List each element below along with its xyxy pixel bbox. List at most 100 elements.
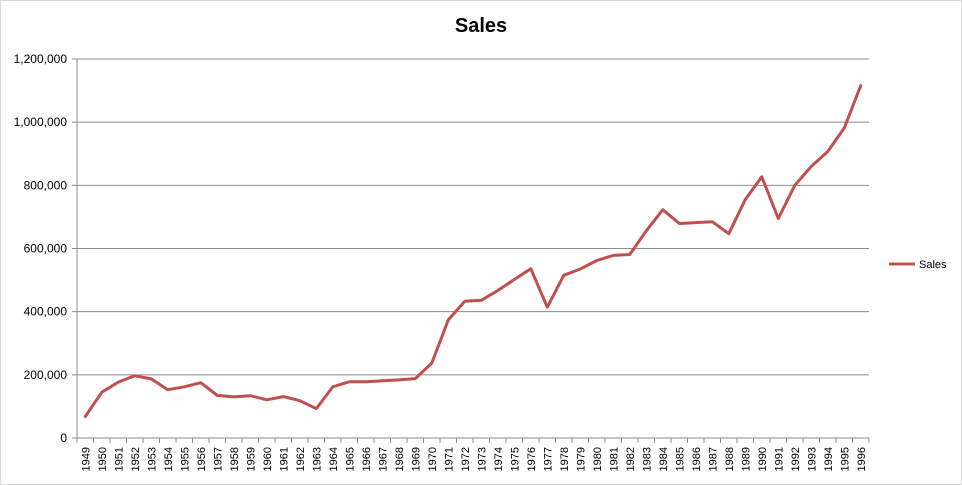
data-point [232, 395, 235, 398]
data-point [199, 381, 202, 384]
x-tick-label: 1987 [707, 447, 719, 471]
data-point [249, 394, 252, 397]
x-tick-label: 1986 [691, 447, 703, 471]
data-point [265, 398, 268, 401]
data-point [529, 267, 532, 270]
x-tick-label: 1979 [575, 447, 587, 471]
x-tick-label: 1958 [229, 447, 241, 471]
x-tick-label: 1971 [443, 447, 455, 471]
data-point [513, 278, 516, 281]
y-tick-label: 400,000 [24, 305, 68, 319]
x-tick-label: 1981 [608, 447, 620, 471]
data-point [760, 175, 763, 178]
data-point [496, 289, 499, 292]
data-point [678, 222, 681, 225]
data-point [562, 274, 565, 277]
data-point [628, 253, 631, 256]
x-tick-label: 1968 [394, 447, 406, 471]
y-tick-label: 0 [60, 431, 67, 445]
x-axis-ticks: 1949 1950 1951 1952 1953 1954 1955 1956 1957 1958… [80, 447, 868, 471]
data-point [843, 126, 846, 129]
x-tick-label: 1953 [146, 447, 158, 471]
data-point [463, 300, 466, 303]
x-tick-label: 1969 [410, 447, 422, 471]
x-tick-label: 1977 [542, 447, 554, 471]
data-point [694, 221, 697, 224]
legend: Sales [889, 259, 947, 271]
data-point [133, 374, 136, 377]
data-point [166, 388, 169, 391]
x-tick-label: 1996 [856, 447, 868, 471]
data-point [810, 165, 813, 168]
x-tick-label: 1992 [790, 447, 802, 471]
x-tick-label: 1980 [592, 447, 604, 471]
data-point [150, 377, 153, 380]
x-tick-label: 1966 [361, 447, 373, 471]
data-point [414, 377, 417, 380]
x-tick-label: 1978 [559, 447, 571, 471]
data-point [579, 268, 582, 271]
chart-title: Sales [454, 15, 508, 37]
gridlines [77, 58, 869, 376]
x-tick-label: 1951 [113, 447, 125, 471]
legend-label: Sales [919, 259, 947, 271]
data-point [84, 415, 87, 418]
x-tick-label: 1961 [278, 447, 290, 471]
data-point [859, 84, 862, 87]
y-axis-ticks: 0 200,000 400,000 600,000 800,000 1,000,000 1,… [14, 52, 68, 445]
data-point [793, 184, 796, 187]
data-point [282, 395, 285, 398]
x-tick-label: 1956 [196, 447, 208, 471]
x-tick-label: 1976 [526, 447, 538, 471]
y-tick-label: 600,000 [24, 242, 68, 256]
data-point [645, 229, 648, 232]
data-point [117, 381, 120, 384]
x-tick-label: 1972 [460, 447, 472, 471]
x-tick-label: 1982 [625, 447, 637, 471]
data-point [711, 220, 714, 223]
data-point [183, 385, 186, 388]
x-tick-label: 1952 [130, 447, 142, 471]
x-tick-label: 1990 [757, 447, 769, 471]
x-tick-label: 1967 [377, 447, 389, 471]
data-point [298, 399, 301, 402]
x-tick-label: 1995 [839, 447, 851, 471]
x-tick-label: 1973 [476, 447, 488, 471]
data-point [216, 394, 219, 397]
y-tick-label: 1,200,000 [14, 52, 68, 66]
data-point [826, 150, 829, 153]
data-point [595, 259, 598, 262]
x-tick-label: 1984 [658, 447, 670, 471]
x-tick-label: 1993 [806, 447, 818, 471]
data-point [381, 379, 384, 382]
x-tick-label: 1965 [344, 447, 356, 471]
data-point [612, 254, 615, 257]
data-point [364, 380, 367, 383]
x-tick-label: 1954 [163, 447, 175, 471]
data-point [315, 407, 318, 410]
y-tick-label: 1,000,000 [14, 115, 68, 129]
x-tick-label: 1974 [493, 447, 505, 471]
y-tick-label: 800,000 [24, 178, 68, 192]
x-tick-label: 1955 [179, 447, 191, 471]
data-point [777, 217, 780, 220]
x-tick-label: 1960 [262, 447, 274, 471]
data-point [480, 299, 483, 302]
x-tick-label: 1970 [427, 447, 439, 471]
x-tick-label: 1989 [740, 447, 752, 471]
x-tick-label: 1963 [311, 447, 323, 471]
x-tick-label: 1964 [328, 447, 340, 471]
data-point [727, 232, 730, 235]
x-tick-label: 1991 [773, 447, 785, 471]
x-tick-label: 1975 [509, 447, 521, 471]
y-tick-label: 200,000 [24, 368, 68, 382]
x-tick-label: 1962 [295, 447, 307, 471]
x-tick-label: 1950 [97, 447, 109, 471]
data-point [661, 208, 664, 211]
data-point [331, 385, 334, 388]
data-point [100, 391, 103, 394]
series-line-sales [83, 84, 863, 418]
x-tick-label: 1985 [674, 447, 686, 471]
